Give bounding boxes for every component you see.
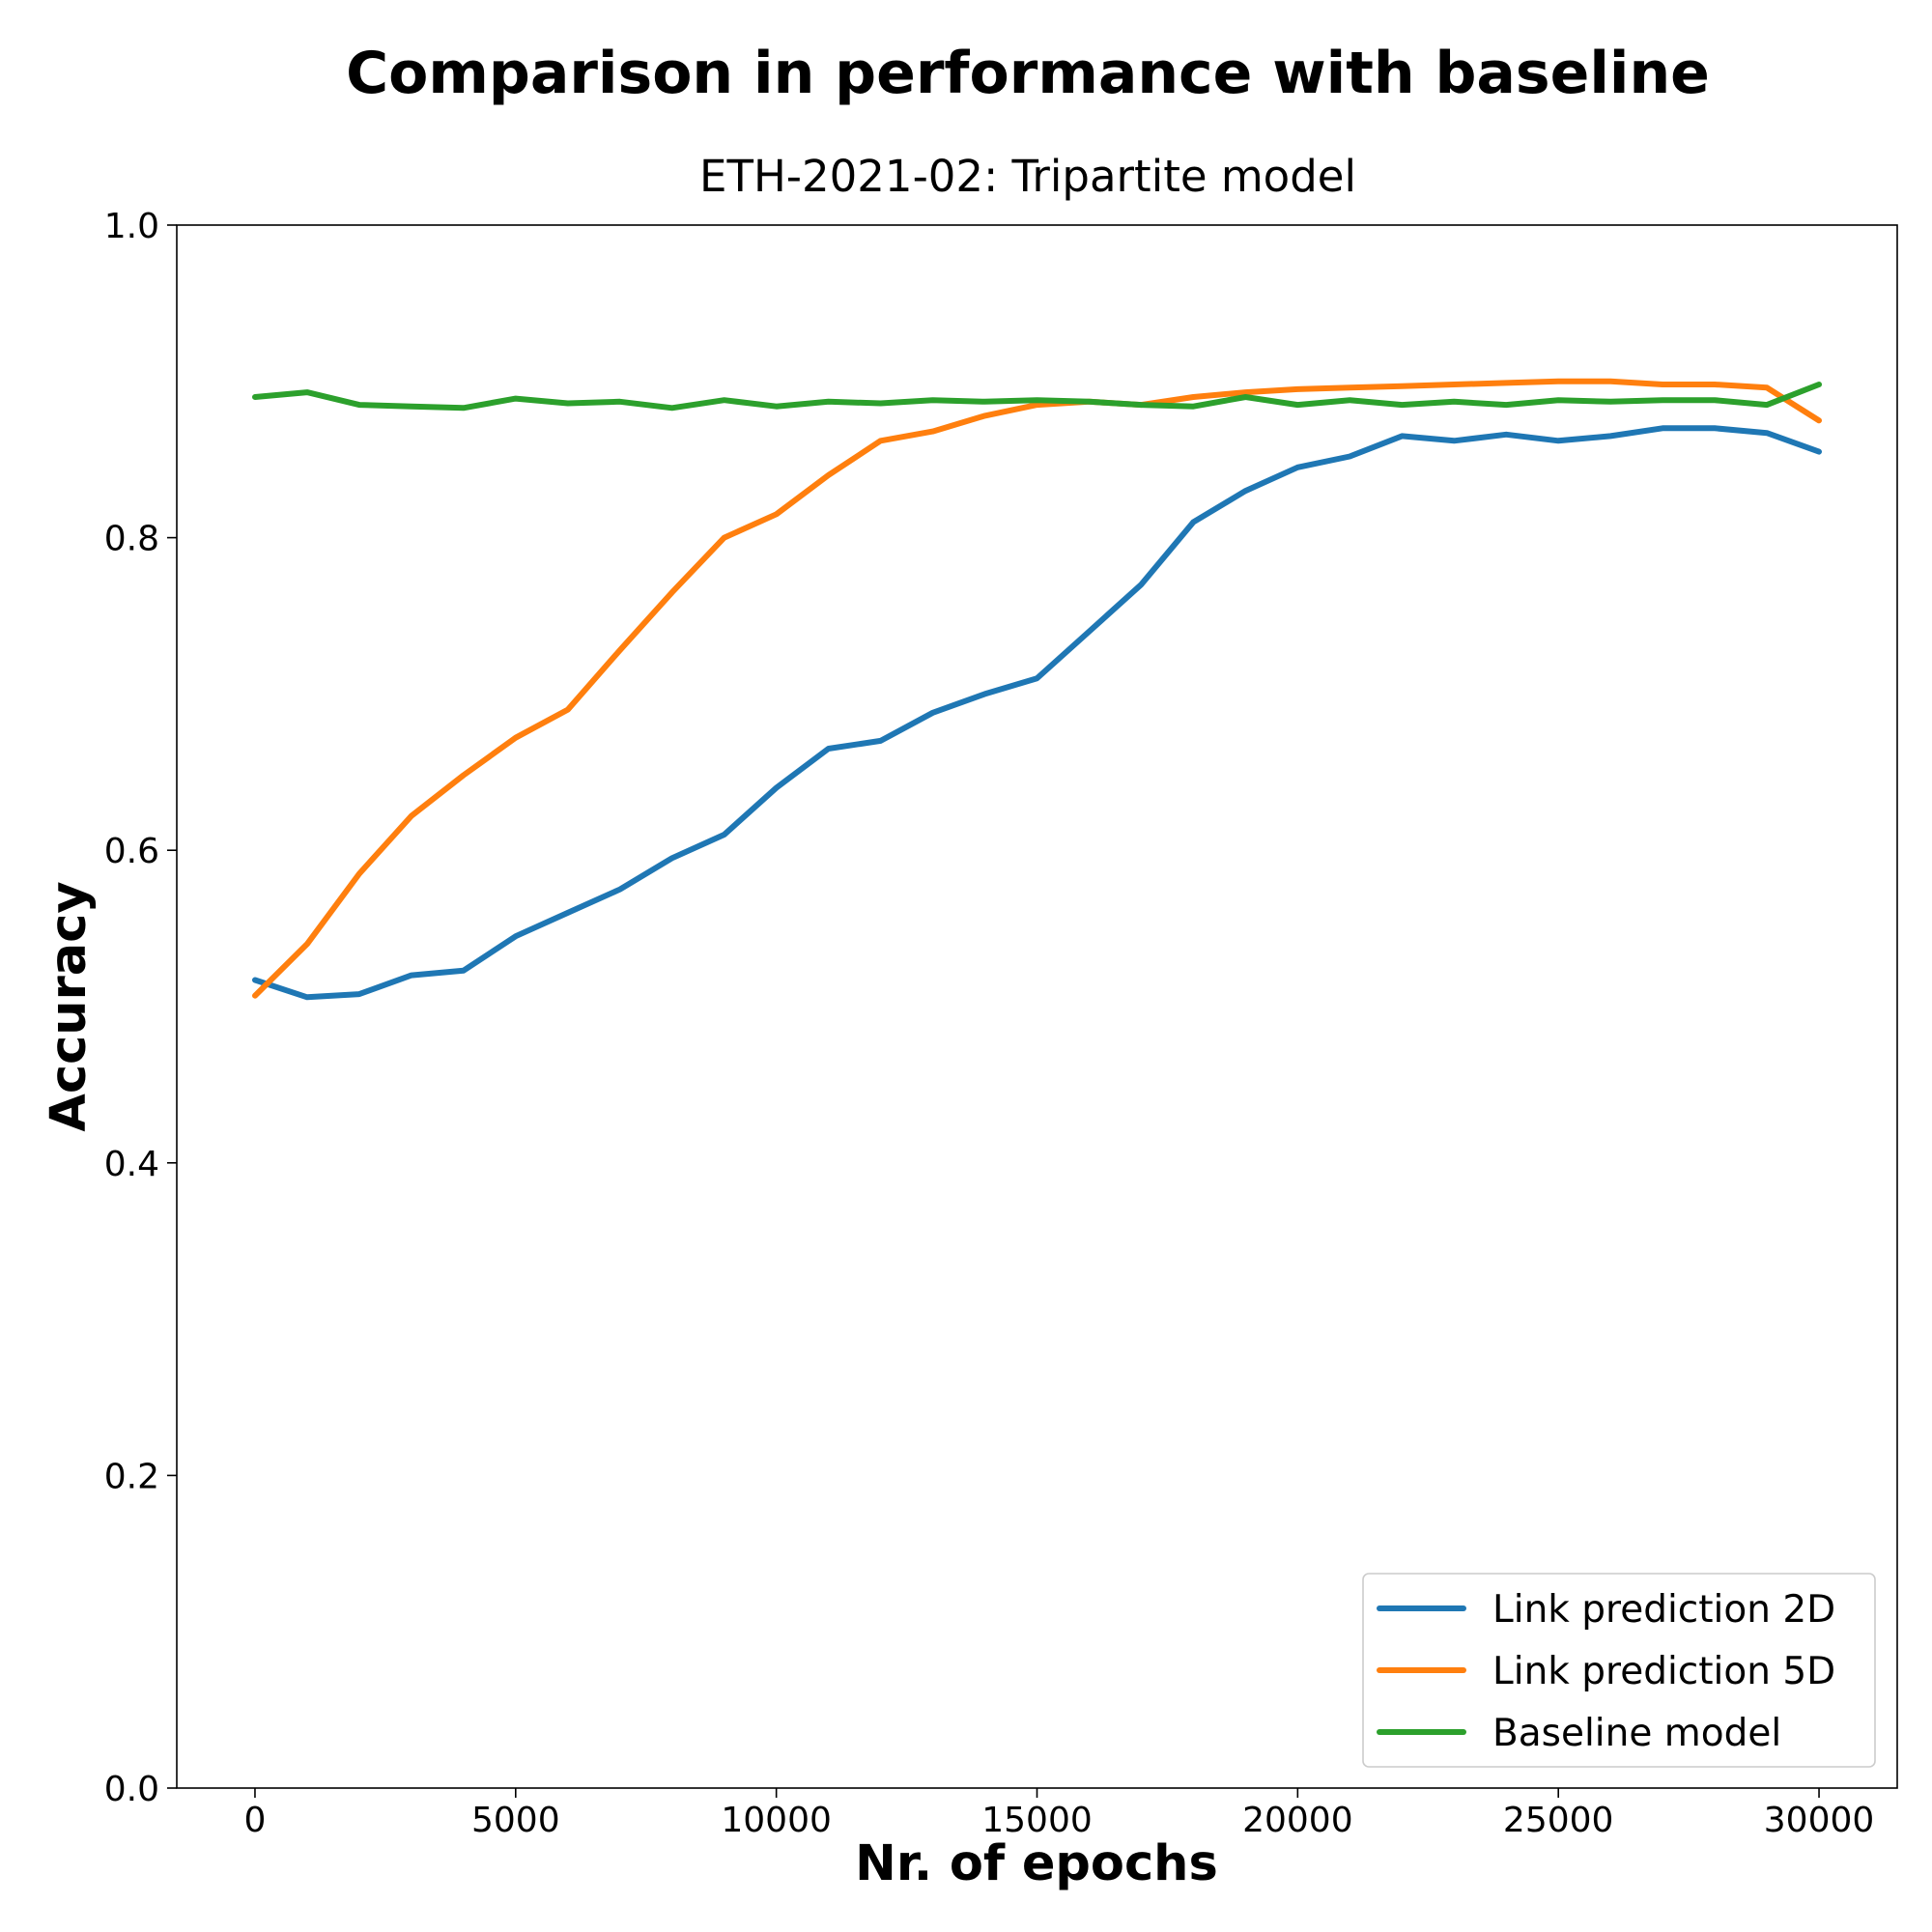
legend-box bbox=[1362, 1573, 1876, 1768]
series-layer bbox=[252, 378, 1822, 1001]
x-axis: 0 5000 10000 15000 20000 25000 30000 bbox=[244, 1788, 1875, 1840]
series-line-2 bbox=[252, 378, 1822, 999]
plot-area bbox=[176, 224, 1898, 1789]
y-tick-label: 0.8 bbox=[104, 520, 159, 559]
series-line-3 bbox=[252, 382, 1822, 412]
x-tick-label: 10000 bbox=[721, 1801, 832, 1840]
y-axis: 0.0 0.2 0.4 0.6 0.8 1.0 bbox=[104, 207, 177, 1809]
x-tick-label: 5000 bbox=[471, 1801, 560, 1840]
y-tick-label: 1.0 bbox=[104, 207, 159, 246]
y-tick-label: 0.0 bbox=[104, 1770, 159, 1809]
series-line-1 bbox=[252, 425, 1822, 1001]
x-tick-label: 15000 bbox=[981, 1801, 1093, 1840]
y-axis-label: Accuracy bbox=[41, 881, 98, 1131]
plot-frame bbox=[176, 224, 1898, 1789]
x-tick-label: 0 bbox=[244, 1801, 267, 1840]
x-tick-label: 25000 bbox=[1503, 1801, 1614, 1840]
x-tick-label: 20000 bbox=[1242, 1801, 1353, 1840]
legend: Link prediction 2D Link prediction 5D Base… bbox=[1362, 1573, 1876, 1768]
x-tick-label: 30000 bbox=[1764, 1801, 1875, 1840]
chart-subtitle: ETH-2021-02: Tripartite model bbox=[699, 151, 1356, 202]
legend-label-3: Baseline model bbox=[1492, 1712, 1781, 1755]
y-tick-label: 0.6 bbox=[104, 832, 159, 871]
y-tick-label: 0.4 bbox=[104, 1145, 159, 1184]
legend-label-1: Link prediction 2D bbox=[1492, 1588, 1835, 1632]
chart-title: Comparison in performance with baseline bbox=[346, 40, 1710, 107]
y-tick-label: 0.2 bbox=[104, 1457, 159, 1496]
x-axis-label: Nr. of epochs bbox=[855, 1835, 1218, 1892]
legend-label-2: Link prediction 5D bbox=[1492, 1650, 1835, 1693]
